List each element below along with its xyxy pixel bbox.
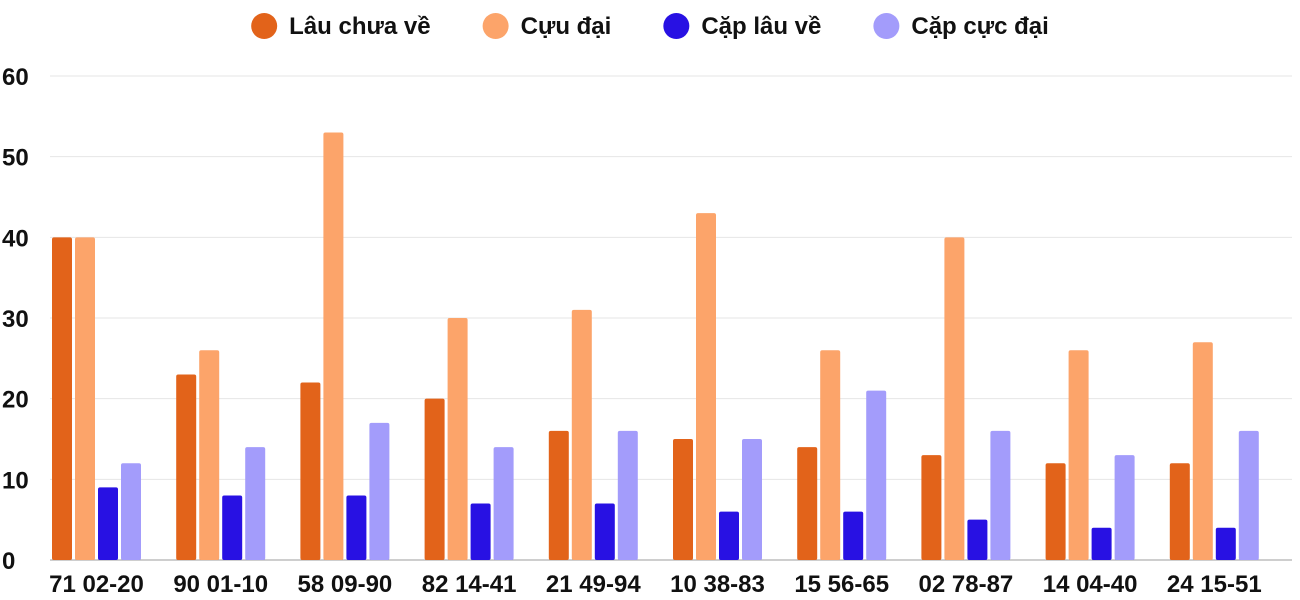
- bar-lau-chua-ve-24-15-51: [1169, 463, 1190, 560]
- bar-cap-lau-ve-02-78-87: [967, 519, 988, 560]
- bar-cuu-dai-82-14-41: [447, 318, 468, 560]
- bar-group-21-49-94: [548, 309, 638, 560]
- x-axis: 71 02-20 90 01-10 58 09-90 82 14-41 21 49-94…: [49, 571, 1262, 598]
- bar-cap-cuc-dai-02-78-87: [990, 430, 1011, 560]
- bar-group-82-14-41: [424, 318, 514, 560]
- y-tick-label: 40: [2, 225, 29, 252]
- bar-cuu-dai-02-78-87: [944, 237, 965, 561]
- bar-cap-lau-ve-82-14-41: [470, 503, 491, 560]
- x-tick-label: 24 15-51: [1167, 571, 1262, 598]
- bar-cuu-dai-15-56-65: [820, 350, 841, 560]
- bar-lau-chua-ve-90-01-10: [176, 374, 197, 560]
- bar-cap-cuc-dai-10-38-83: [742, 439, 762, 560]
- y-tick-label: 60: [2, 64, 29, 91]
- bar-cuu-dai-14-04-40: [1068, 350, 1089, 560]
- legend-item-cap-cuc-dai[interactable]: Cặp cực đại: [873, 13, 1049, 40]
- bar-lau-chua-ve-82-14-41: [424, 398, 445, 560]
- bar-group-02-78-87: [921, 237, 1011, 561]
- bar-cuu-dai-21-49-94: [571, 309, 592, 560]
- bar-group-71-02-20: [52, 237, 141, 561]
- bar-group-90-01-10: [176, 350, 266, 560]
- legend-label: Cựu đại: [521, 13, 612, 40]
- bar-cap-cuc-dai-21-49-94: [617, 430, 638, 560]
- bar-group-10-38-83: [673, 213, 762, 560]
- bar-lau-chua-ve-14-04-40: [1045, 463, 1066, 560]
- legend-label: Cặp cực đại: [911, 13, 1048, 40]
- y-tick-label: 10: [2, 467, 29, 494]
- bar-cuu-dai-90-01-10: [199, 350, 220, 560]
- x-tick-label: 90 01-10: [173, 571, 268, 598]
- bar-cuu-dai-58-09-90: [323, 132, 344, 560]
- x-tick-label: 02 78-87: [919, 571, 1014, 598]
- legend-item-cap-lau-ve[interactable]: Cặp lâu về: [663, 13, 821, 40]
- bar-cap-lau-ve-58-09-90: [346, 495, 367, 560]
- x-tick-label: 14 04-40: [1043, 571, 1138, 598]
- bar-lau-chua-ve-58-09-90: [300, 382, 321, 560]
- x-tick-label: 15 56-65: [794, 571, 889, 598]
- gridlines: [50, 75, 1292, 561]
- y-tick-label: 20: [2, 387, 29, 414]
- bar-lau-chua-ve-21-49-94: [548, 430, 569, 560]
- legend-swatch: [482, 13, 509, 39]
- y-tick-label: 50: [2, 145, 29, 172]
- legend-item-cuu-dai[interactable]: Cựu đại: [482, 13, 612, 40]
- bar-cap-lau-ve-14-04-40: [1091, 527, 1112, 560]
- bar-cuu-dai-10-38-83: [696, 213, 716, 560]
- legend-swatch: [251, 13, 278, 39]
- legend-item-lau-chua-ve[interactable]: Lâu chưa về: [251, 13, 431, 40]
- y-tick-label: 30: [2, 306, 29, 333]
- bar-cap-lau-ve-24-15-51: [1215, 527, 1236, 560]
- bar-cap-cuc-dai-82-14-41: [493, 447, 514, 560]
- bar-lau-chua-ve-02-78-87: [921, 455, 942, 560]
- legend-label: Cặp lâu về: [701, 13, 821, 40]
- bar-cap-cuc-dai-15-56-65: [866, 390, 887, 560]
- bar-cuu-dai-71-02-20: [75, 237, 95, 561]
- bar-lau-chua-ve-71-02-20: [52, 237, 72, 561]
- bar-cap-cuc-dai-24-15-51: [1238, 430, 1259, 560]
- x-tick-label: 82 14-41: [422, 571, 517, 598]
- bar-cap-cuc-dai-14-04-40: [1114, 455, 1135, 560]
- legend-label: Lâu chưa về: [289, 13, 430, 40]
- bar-group-14-04-40: [1045, 350, 1135, 560]
- y-axis: 0 10 20 30 40 50 60: [2, 64, 29, 575]
- bar-lau-chua-ve-15-56-65: [797, 447, 818, 560]
- bar-group-15-56-65: [797, 350, 887, 560]
- bar-group-58-09-90: [300, 132, 390, 560]
- bar-group-24-15-51: [1169, 342, 1259, 560]
- x-tick-label: 58 09-90: [298, 571, 393, 598]
- bars: [52, 132, 1259, 561]
- bar-cap-lau-ve-21-49-94: [594, 503, 615, 560]
- legend: Lâu chưa về Cựu đại Cặp lâu về Cặp cực đại: [251, 13, 1049, 40]
- legend-swatch: [663, 13, 690, 39]
- x-tick-label: 71 02-20: [49, 571, 144, 598]
- bar-cap-lau-ve-15-56-65: [843, 511, 864, 560]
- y-tick-label: 0: [2, 548, 15, 575]
- bar-cap-cuc-dai-90-01-10: [245, 447, 266, 560]
- bar-cap-cuc-dai-71-02-20: [121, 463, 141, 560]
- x-tick-label: 21 49-94: [546, 571, 641, 598]
- x-tick-label: 10 38-83: [670, 571, 765, 598]
- bar-cap-lau-ve-71-02-20: [98, 487, 118, 560]
- bar-cap-lau-ve-10-38-83: [719, 511, 739, 560]
- bar-cap-cuc-dai-58-09-90: [369, 422, 390, 560]
- bar-cap-lau-ve-90-01-10: [222, 495, 243, 560]
- bar-lau-chua-ve-10-38-83: [673, 439, 693, 560]
- bar-cuu-dai-24-15-51: [1192, 342, 1213, 560]
- legend-swatch: [873, 13, 900, 39]
